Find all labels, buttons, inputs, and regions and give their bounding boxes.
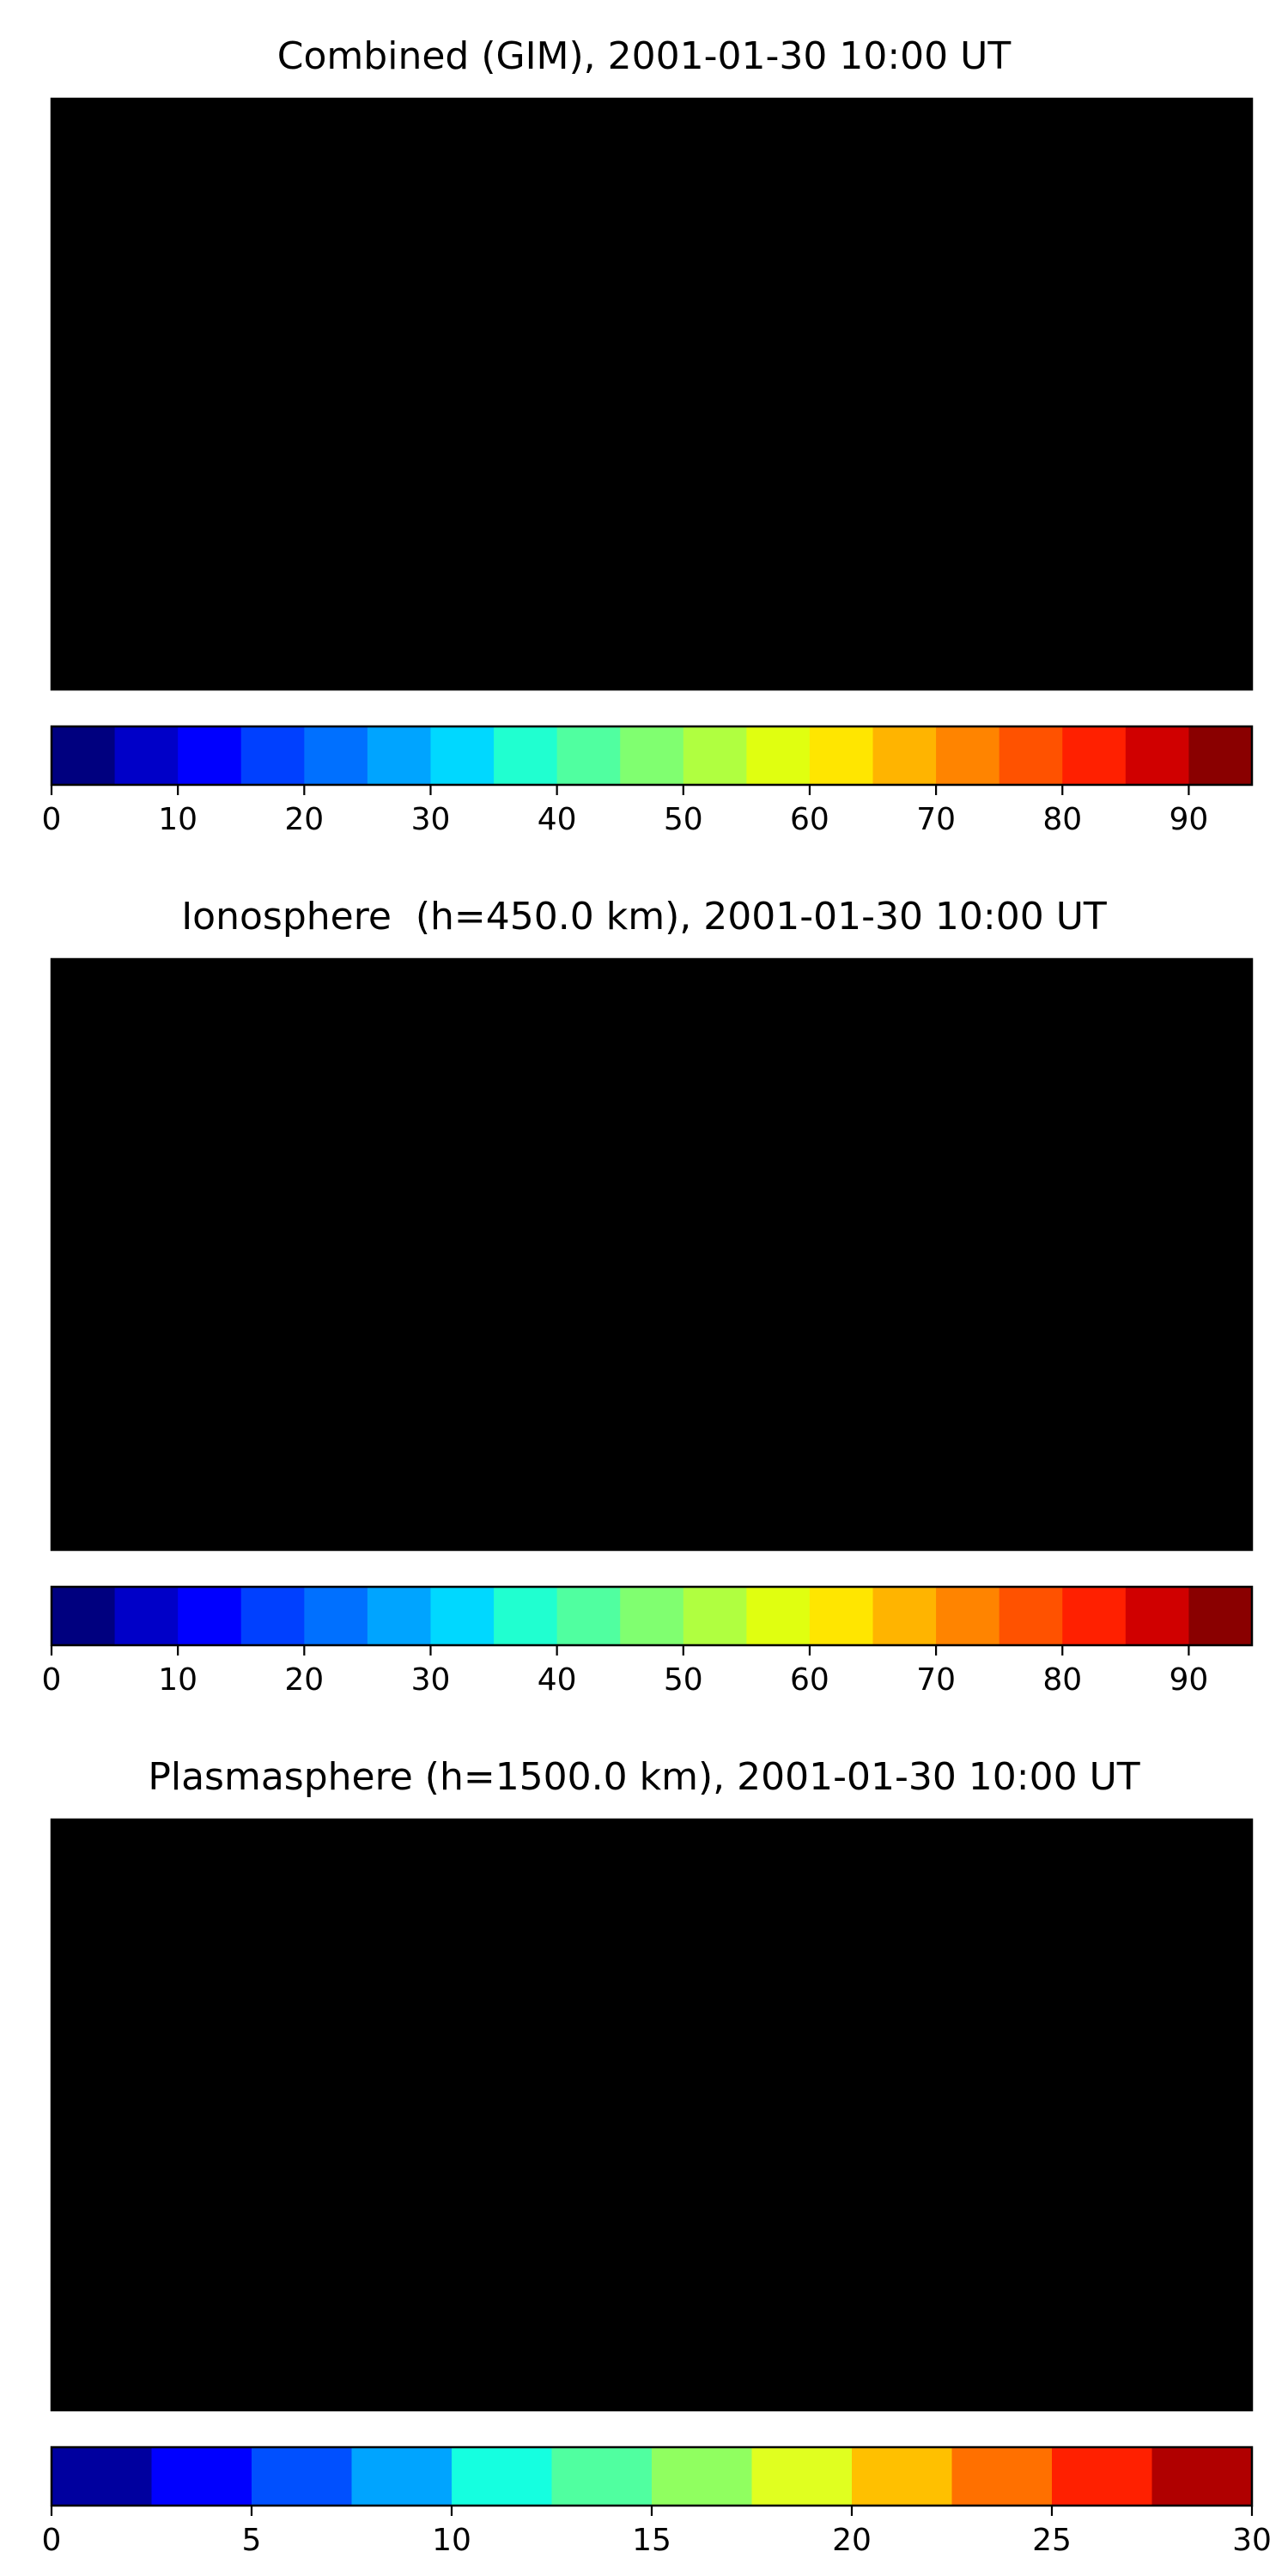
panel-2-title: Ionosphere (h=450.0 km), 2001-01-30 10:0… (0, 895, 1288, 939)
contour-field (52, 99, 1252, 690)
panel-1-title: Combined (GIM), 2001-01-30 10:00 UT (0, 34, 1288, 78)
map-panel-1 (50, 97, 1254, 691)
panel-3-title: Plasmasphere (h=1500.0 km), 2001-01-30 1… (0, 1755, 1288, 1799)
